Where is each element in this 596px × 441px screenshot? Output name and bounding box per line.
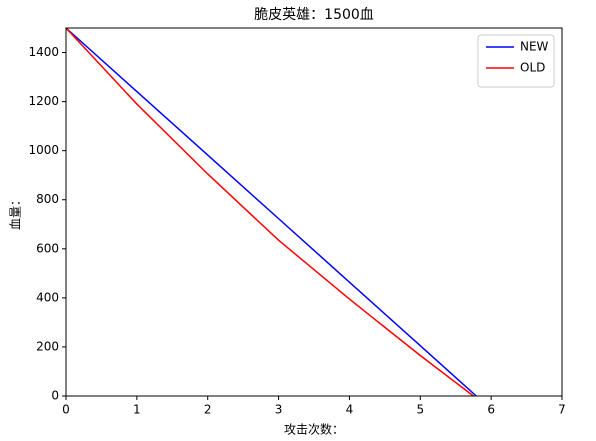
y-tick-label: 1200 [28, 94, 59, 108]
y-tick-label: 200 [36, 339, 59, 353]
x-tick-label: 1 [133, 403, 141, 417]
y-tick-label: 1000 [28, 143, 59, 157]
line-series [65, 27, 477, 397]
line-series [65, 27, 474, 397]
legend-label: OLD [520, 61, 545, 75]
y-tick-label: 800 [36, 192, 59, 206]
x-tick-label: 2 [204, 403, 212, 417]
chart-title: 脆皮英雄：1500血 [254, 6, 374, 23]
y-tick-label: 0 [51, 389, 59, 403]
x-tick-label: 6 [487, 403, 495, 417]
y-axis-label: 血量： [9, 194, 23, 230]
x-tick-label: 0 [62, 403, 70, 417]
x-tick-label: 7 [558, 403, 566, 417]
y-tick-label: 1400 [28, 45, 59, 59]
plot-frame [65, 27, 563, 397]
x-tick-label: 5 [416, 403, 424, 417]
x-tick-label: 3 [275, 403, 283, 417]
legend-label: NEW [520, 40, 549, 54]
legend-box [477, 34, 555, 88]
y-tick-label: 400 [36, 290, 59, 304]
x-axis-label: 攻击次数： [284, 422, 344, 437]
y-tick-label: 600 [36, 241, 59, 255]
x-tick-label: 4 [346, 403, 354, 417]
